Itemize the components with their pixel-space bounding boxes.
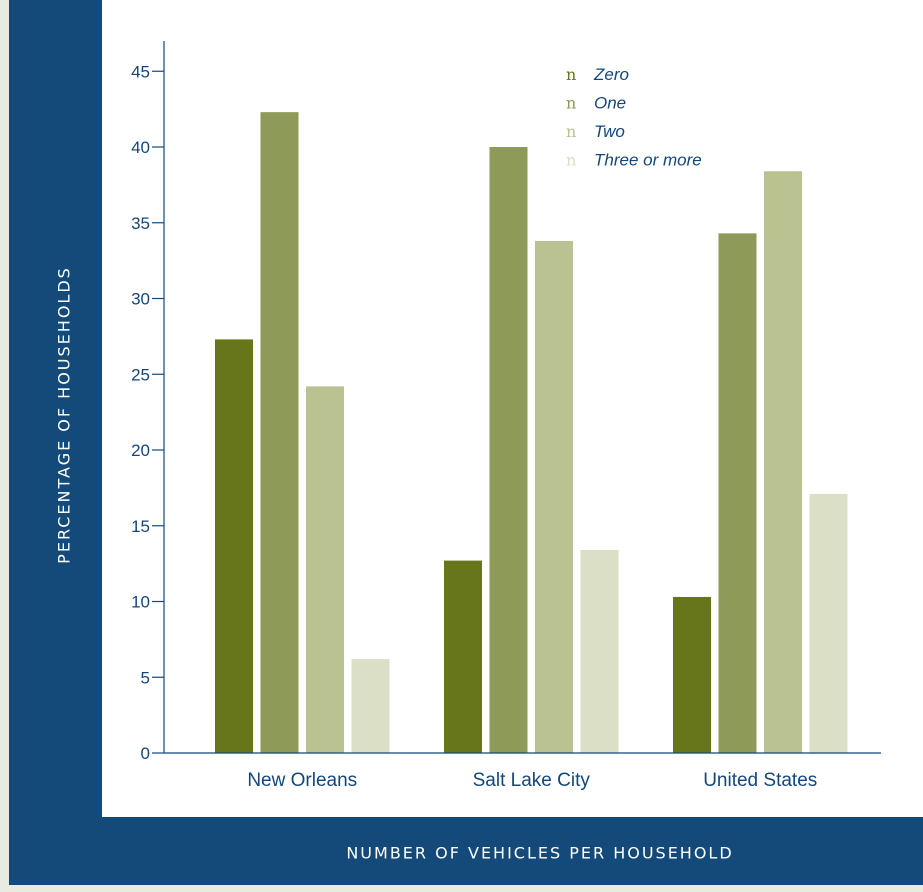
bar-zero-salt-lake-city [444, 560, 482, 753]
y-tick-label: 30 [131, 290, 150, 309]
y-tick-label: 35 [131, 214, 150, 233]
y-tick-label: 25 [131, 365, 150, 384]
bar-zero-united-states [673, 596, 711, 753]
legend-marker: n [566, 122, 576, 141]
bar-three-or-more-united-states [809, 493, 848, 753]
legend-marker: n [566, 151, 576, 170]
legend-label: Two [594, 122, 625, 141]
y-tick-label: 45 [131, 62, 150, 81]
legend-marker: n [566, 94, 576, 113]
y-tick-label: 5 [141, 668, 150, 687]
bar-two-united-states [764, 171, 802, 754]
axes-group [163, 40, 881, 754]
bar-two-salt-lake-city [535, 240, 573, 753]
bar-three-or-more-new-orleans [351, 659, 390, 753]
legend-marker: n [566, 65, 576, 84]
bar-three-or-more-salt-lake-city [580, 549, 619, 753]
y-axis-title: PERCENTAGE OF HOUSEHOLDS [54, 266, 74, 564]
y-ticks-group: 0 5 10 15 20 25 30 35 40 45 [131, 62, 164, 763]
bar-one-salt-lake-city [489, 147, 528, 753]
bars-group [215, 112, 848, 754]
x-categories-group: New Orleans Salt Lake City United States [247, 770, 817, 791]
bar-two-new-orleans [306, 386, 344, 753]
y-tick-label: 10 [131, 593, 150, 612]
bar-one-united-states [718, 233, 757, 754]
x-category-label: United States [703, 770, 817, 791]
bar-zero-new-orleans [215, 339, 253, 753]
legend-label: Three or more [594, 151, 702, 170]
x-axis-title: NUMBER OF VEHICLES PER HOUSEHOLD [346, 843, 734, 863]
legend-label: One [594, 94, 626, 113]
legend-label: Zero [593, 65, 629, 84]
y-tick-label: 40 [131, 138, 150, 157]
x-category-label: New Orleans [247, 770, 357, 791]
bar-one-new-orleans [260, 112, 299, 753]
y-tick-label: 15 [131, 517, 150, 536]
y-tick-label: 20 [131, 441, 150, 460]
y-tick-label: 0 [141, 744, 150, 763]
x-category-label: Salt Lake City [473, 770, 591, 791]
